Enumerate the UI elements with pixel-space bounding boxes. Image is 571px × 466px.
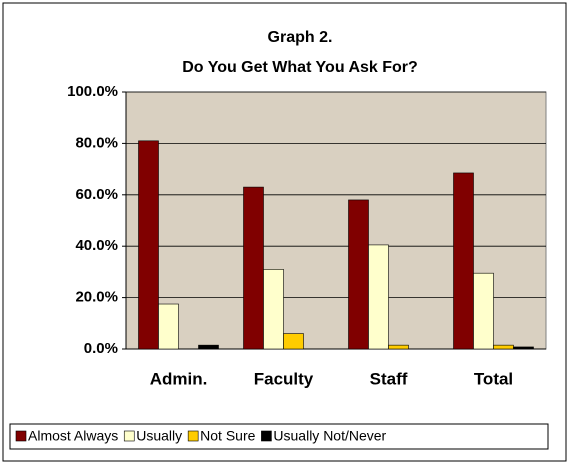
bar	[348, 199, 369, 350]
bar	[453, 172, 474, 350]
legend-label: Usually	[136, 428, 182, 444]
x-tick-label: Total	[474, 369, 513, 388]
bar	[388, 344, 409, 350]
legend-swatch	[15, 430, 27, 442]
legend-label: Usually Not/Never	[273, 428, 386, 444]
bar	[198, 344, 219, 350]
y-tick-label: 80.0%	[75, 134, 118, 151]
y-tick-label: 0.0%	[84, 340, 118, 357]
legend-swatch	[261, 430, 272, 442]
x-tick-label: Staff	[370, 369, 408, 388]
bar	[263, 269, 284, 350]
bar	[368, 244, 389, 350]
chart-title: Graph 2.	[268, 29, 333, 46]
chart-subtitle: Do You Get What You Ask For?	[182, 59, 418, 76]
legend-box	[9, 423, 549, 450]
legend-swatch	[187, 430, 199, 442]
bar	[158, 303, 179, 350]
bar	[138, 140, 159, 350]
legend-label: Almost Always	[28, 428, 118, 444]
bar	[473, 272, 494, 350]
legend-label: Not Sure	[200, 428, 255, 444]
bar	[283, 333, 304, 350]
y-tick-label: 100.0%	[67, 83, 118, 100]
bar	[493, 344, 514, 350]
y-tick-label: 40.0%	[75, 237, 118, 254]
bar	[513, 346, 534, 350]
x-tick-label: Faculty	[254, 369, 314, 388]
bar	[243, 186, 264, 350]
x-tick-label: Admin.	[150, 369, 208, 388]
y-tick-label: 60.0%	[75, 186, 118, 203]
y-tick-label: 20.0%	[75, 289, 118, 306]
legend-swatch	[123, 430, 135, 442]
